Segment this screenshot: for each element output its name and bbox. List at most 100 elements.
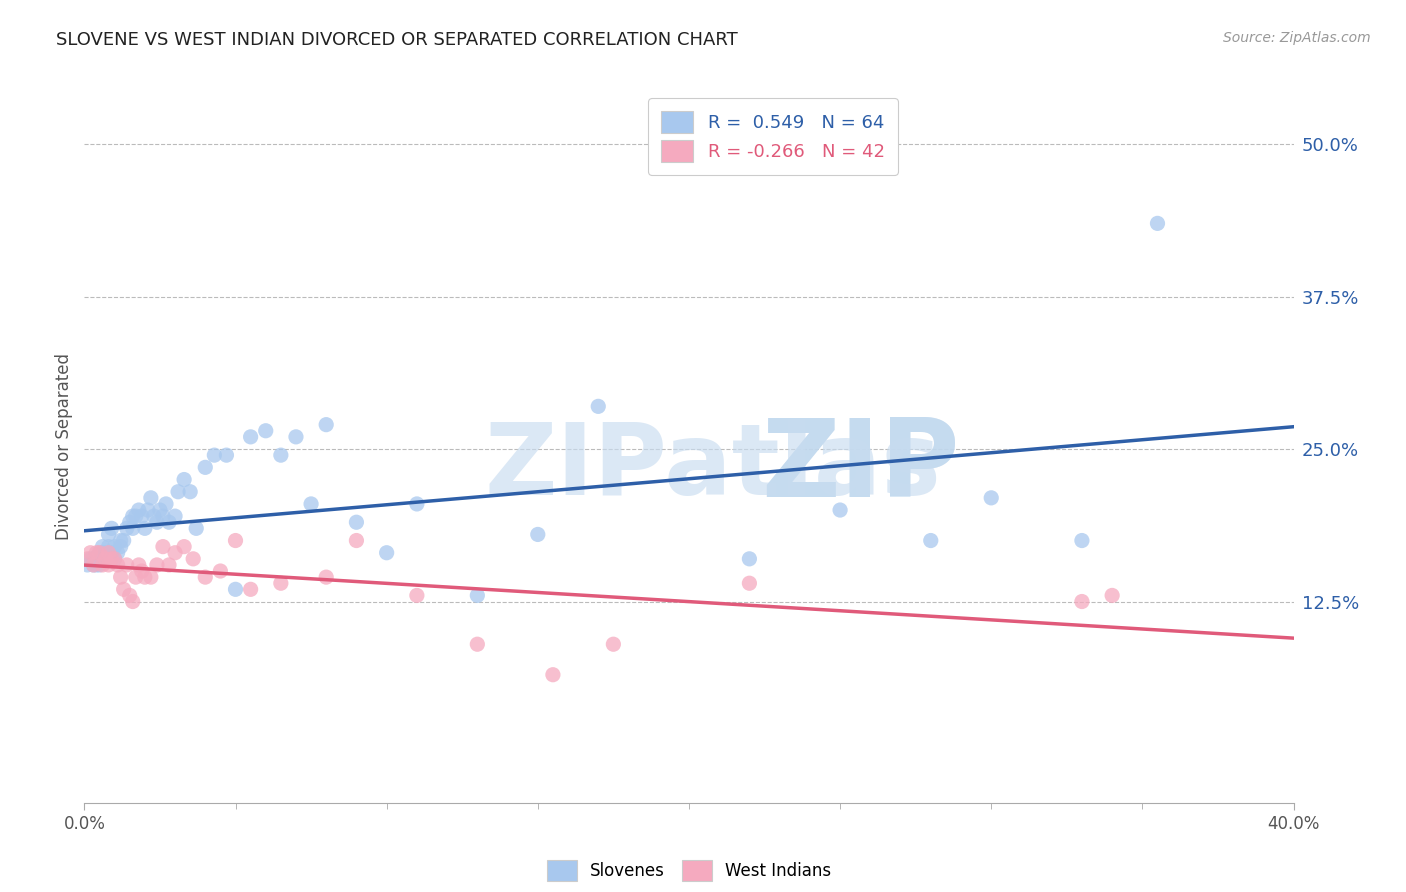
Point xyxy=(167,484,190,499)
Text: Source: ZipAtlas.com: Source: ZipAtlas.com xyxy=(1223,31,1371,45)
Point xyxy=(406,497,429,511)
Point xyxy=(1101,589,1123,603)
Point xyxy=(157,558,180,572)
Point xyxy=(152,540,174,554)
Text: ZIP: ZIP xyxy=(762,415,960,520)
Point xyxy=(118,589,141,603)
Point xyxy=(136,503,159,517)
Text: ZIPatlas: ZIPatlas xyxy=(485,419,942,516)
Point xyxy=(202,448,225,462)
Point xyxy=(100,551,122,566)
Point xyxy=(134,521,156,535)
Point xyxy=(194,570,217,584)
Point xyxy=(134,570,156,584)
Point xyxy=(110,533,132,548)
Point xyxy=(131,509,153,524)
Point xyxy=(239,430,262,444)
Point xyxy=(125,509,148,524)
Point xyxy=(104,551,127,566)
Point xyxy=(91,558,114,572)
Point xyxy=(118,515,141,529)
Point xyxy=(115,558,138,572)
Text: SLOVENE VS WEST INDIAN DIVORCED OR SEPARATED CORRELATION CHART: SLOVENE VS WEST INDIAN DIVORCED OR SEPAR… xyxy=(56,31,738,49)
Point xyxy=(107,546,129,560)
Point xyxy=(299,497,322,511)
Point xyxy=(179,484,201,499)
Point xyxy=(79,551,101,566)
Point xyxy=(76,558,98,572)
Point xyxy=(194,460,217,475)
Point xyxy=(270,576,292,591)
Point xyxy=(91,540,114,554)
Point xyxy=(285,430,308,444)
Point xyxy=(215,448,238,462)
Point xyxy=(82,558,104,572)
Point xyxy=(155,497,177,511)
Point xyxy=(270,448,292,462)
Point xyxy=(467,637,489,651)
Point xyxy=(125,570,148,584)
Point xyxy=(110,570,132,584)
Point xyxy=(830,503,852,517)
Point xyxy=(121,521,143,535)
Point xyxy=(82,558,104,572)
Point xyxy=(76,551,98,566)
Point xyxy=(225,533,247,548)
Point xyxy=(209,564,232,578)
Point xyxy=(121,509,143,524)
Point xyxy=(315,570,337,584)
Point xyxy=(100,521,122,535)
Point xyxy=(541,667,564,681)
Point xyxy=(97,558,120,572)
Point xyxy=(89,558,111,572)
Point xyxy=(146,558,169,572)
Point xyxy=(146,515,169,529)
Point xyxy=(152,509,174,524)
Point xyxy=(602,637,624,651)
Point xyxy=(139,491,162,505)
Point xyxy=(128,503,150,517)
Point xyxy=(1146,216,1168,230)
Point xyxy=(104,551,127,566)
Point xyxy=(375,546,398,560)
Point xyxy=(121,594,143,608)
Point xyxy=(86,558,108,572)
Legend: Slovenes, West Indians: Slovenes, West Indians xyxy=(540,854,838,888)
Point xyxy=(254,424,277,438)
Point xyxy=(149,503,172,517)
Point xyxy=(1071,594,1094,608)
Point xyxy=(186,521,208,535)
Point xyxy=(1071,533,1094,548)
Point xyxy=(104,540,127,554)
Point xyxy=(980,491,1002,505)
Point xyxy=(920,533,942,548)
Point xyxy=(112,582,135,597)
Point xyxy=(94,551,117,566)
Point xyxy=(346,533,368,548)
Point xyxy=(107,558,129,572)
Point xyxy=(86,546,108,560)
Point xyxy=(91,546,114,560)
Point xyxy=(89,546,111,560)
Point xyxy=(97,540,120,554)
Point xyxy=(225,582,247,597)
Point xyxy=(315,417,337,432)
Point xyxy=(112,533,135,548)
Y-axis label: Divorced or Separated: Divorced or Separated xyxy=(55,352,73,540)
Point xyxy=(79,546,101,560)
Point xyxy=(467,589,489,603)
Point xyxy=(128,558,150,572)
Point xyxy=(100,546,122,560)
Point xyxy=(165,509,187,524)
Point xyxy=(181,551,204,566)
Point xyxy=(142,509,165,524)
Point xyxy=(406,589,429,603)
Point xyxy=(157,515,180,529)
Point xyxy=(115,521,138,535)
Point xyxy=(97,527,120,541)
Text: ZIP: ZIP xyxy=(762,415,960,520)
Point xyxy=(139,570,162,584)
Point xyxy=(588,400,610,414)
Point xyxy=(89,546,111,560)
Point xyxy=(82,551,104,566)
